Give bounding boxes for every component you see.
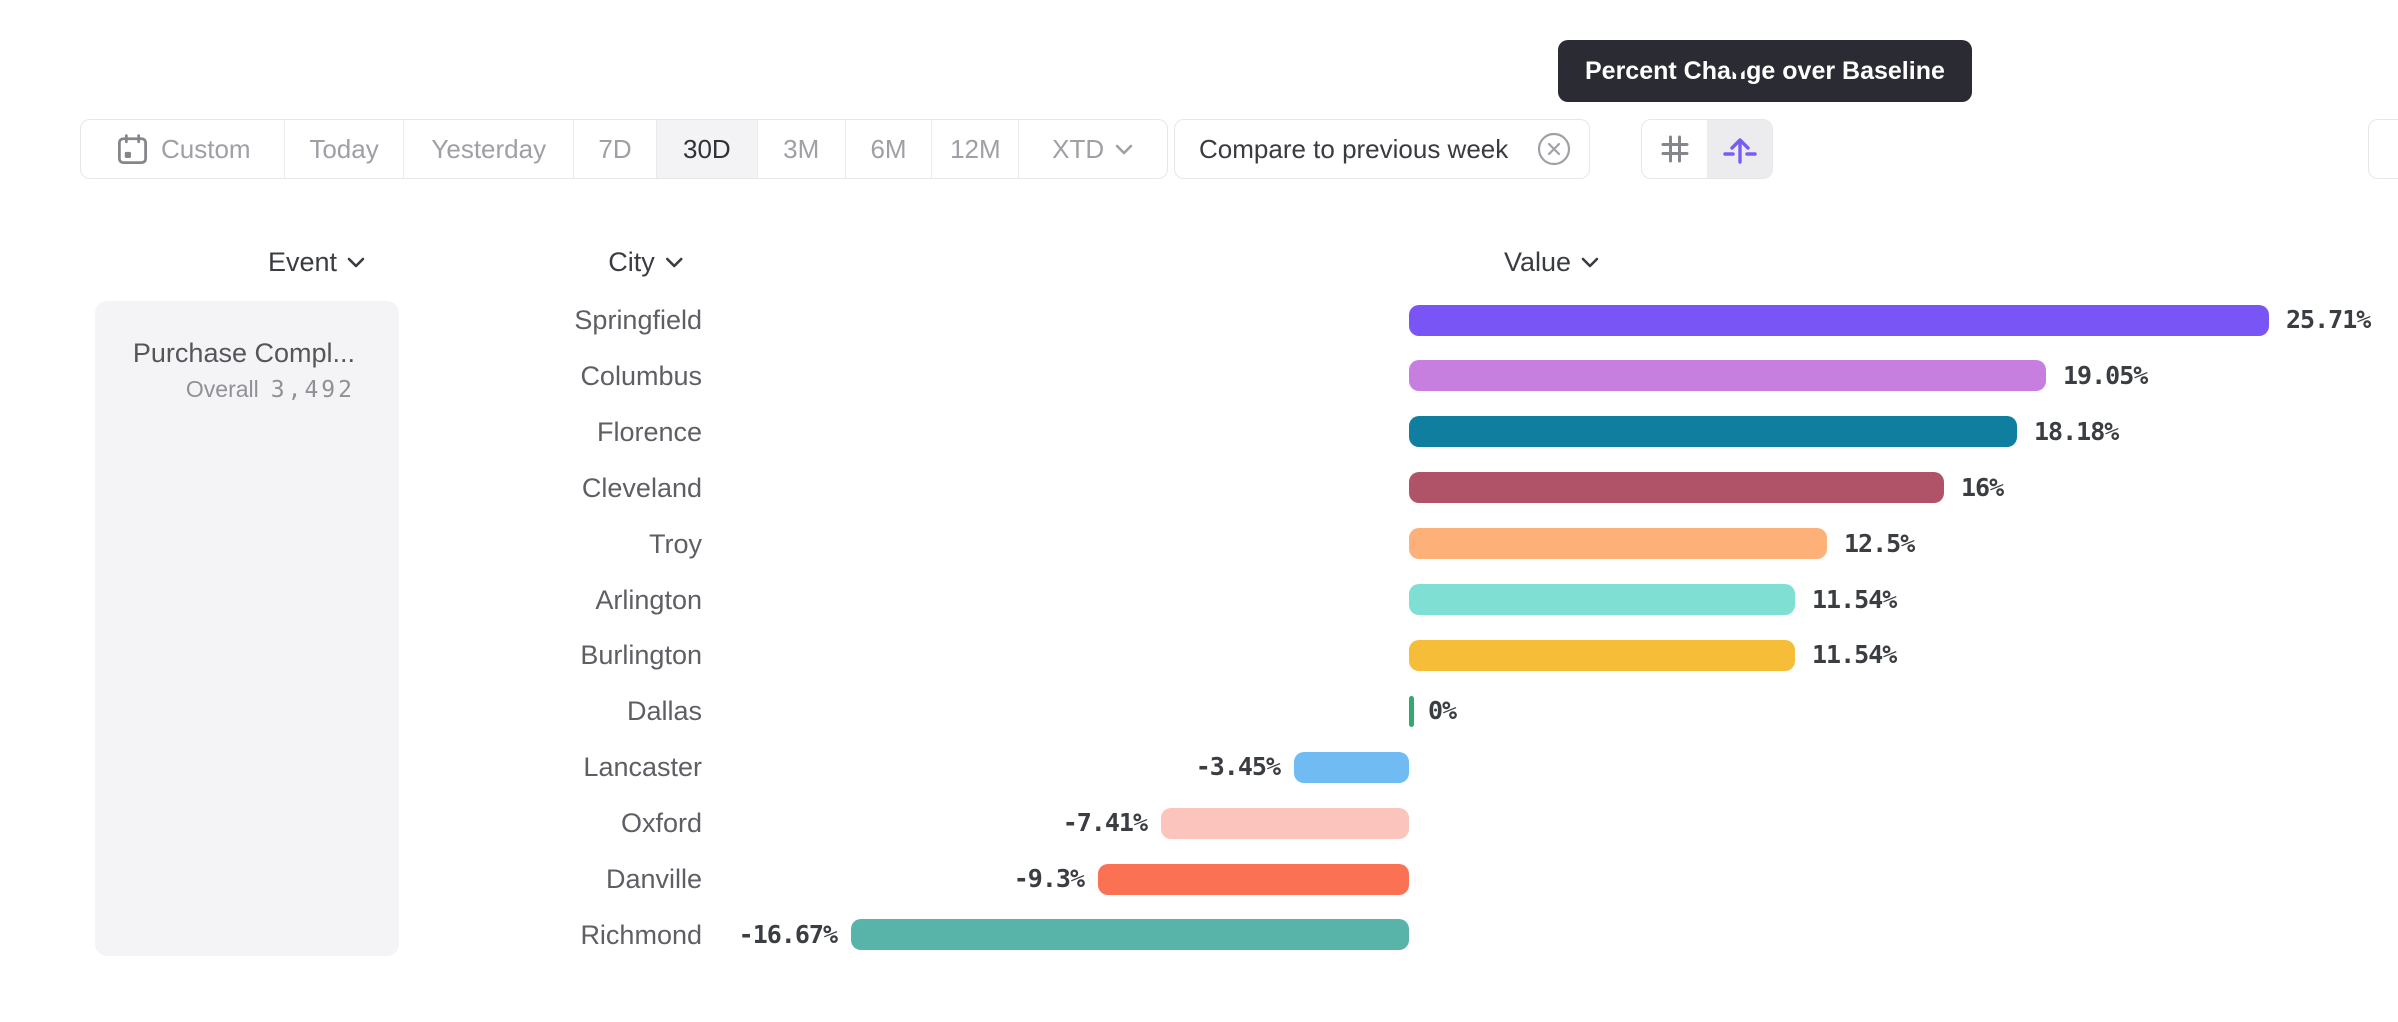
date-range-label: 12M <box>950 133 1001 164</box>
bar-richmond[interactable] <box>851 919 1409 951</box>
date-range-custom[interactable]: Custom <box>81 120 285 178</box>
overall-label: Overall <box>185 376 259 402</box>
date-range-label: 6M <box>870 133 907 164</box>
date-range-30d[interactable]: 30D <box>656 120 758 178</box>
city-label: Danville <box>605 864 702 894</box>
chevron-down-icon <box>1114 143 1134 156</box>
baseline-arrow-toggle[interactable] <box>1707 120 1772 178</box>
bar-value-label: 18.18% <box>2034 416 2119 446</box>
date-range-label: 3M <box>783 133 820 164</box>
bar-value-label: 16% <box>1961 472 2004 502</box>
overall-value: 3,492 <box>270 377 355 403</box>
column-header-event[interactable]: Event <box>268 244 366 280</box>
date-range-12m[interactable]: 12M <box>932 120 1020 178</box>
bar-arlington[interactable] <box>1409 584 1795 615</box>
city-label: Oxford <box>620 808 702 839</box>
city-label: Lancaster <box>583 752 702 783</box>
chevron-down-icon <box>346 256 366 269</box>
date-range-yesterday[interactable]: Yesterday <box>404 120 575 178</box>
date-range-label: Custom <box>161 133 251 164</box>
bar-value-label: 0% <box>1428 696 1457 726</box>
city-label: Springfield <box>574 305 702 335</box>
date-range-7d[interactable]: 7D <box>574 120 657 178</box>
bar-danville[interactable] <box>1098 863 1409 895</box>
city-label: Dallas <box>626 696 702 727</box>
tooltip: Percent Change over Baseline <box>1558 40 1972 102</box>
chevron-down-icon <box>664 256 684 269</box>
column-header-label: Event <box>267 246 338 277</box>
bar-oxford[interactable] <box>1161 807 1409 839</box>
baseline-arrow-icon <box>1721 130 1759 168</box>
bar-value-label: 19.05% <box>2063 360 2148 390</box>
bar-value-label: -7.41% <box>1062 808 1148 838</box>
calendar-icon <box>114 131 151 168</box>
event-panel[interactable]: Purchase Compl... Overall 3,492 <box>95 301 399 956</box>
date-range-label: XTD <box>1052 133 1105 164</box>
bar-cleveland[interactable] <box>1409 472 1944 504</box>
city-label: Cleveland <box>581 472 702 503</box>
bar-value-label: 12.5% <box>1844 528 1915 558</box>
bar-lancaster[interactable] <box>1294 751 1409 783</box>
bar-value-label: 25.71% <box>2286 305 2371 334</box>
close-circle-icon[interactable] <box>1537 132 1571 166</box>
date-range-label: Today <box>309 133 379 164</box>
city-label: Arlington <box>595 584 702 615</box>
event-name: Purchase Compl... <box>132 338 355 368</box>
bar-columbus[interactable] <box>1409 360 2046 392</box>
bar-burlington[interactable] <box>1409 639 1795 671</box>
column-header-label: City <box>608 246 655 277</box>
column-header-city[interactable]: City <box>608 244 684 280</box>
bar-florence[interactable] <box>1409 416 2017 448</box>
date-range-today[interactable]: Today <box>285 120 405 178</box>
date-range-xtd[interactable]: XTD <box>1019 120 1167 178</box>
bar-value-label: -9.3% <box>1013 864 1085 893</box>
zero-baseline-tick[interactable] <box>1409 695 1414 727</box>
date-range-group: Custom Today Yesterday 7D 30D 3M 6M 12M XTD <box>80 119 1168 179</box>
column-header-label: Value <box>1503 246 1572 277</box>
bar-value-label: -3.45% <box>1195 752 1281 782</box>
bar-springfield[interactable] <box>1409 304 2269 336</box>
date-range-label: Yesterday <box>431 133 547 164</box>
bar-value-label: -16.67% <box>738 919 838 949</box>
event-overall: Overall 3,492 <box>95 375 355 404</box>
date-range-6m[interactable]: 6M <box>846 120 933 178</box>
city-label: Troy <box>649 528 702 559</box>
city-label: Florence <box>596 416 702 447</box>
city-label: Richmond <box>580 919 702 950</box>
chart-value-mode-toggle <box>1641 119 1773 179</box>
bar-troy[interactable] <box>1409 528 1827 560</box>
date-range-label: 30D <box>682 133 731 164</box>
date-range-label: 7D <box>598 133 632 164</box>
compare-label: Compare to previous week <box>1199 133 1509 164</box>
city-label: Burlington <box>580 640 702 671</box>
city-label: Columbus <box>580 360 702 391</box>
compare-button[interactable]: Compare to previous week <box>1174 119 1590 179</box>
chevron-down-icon <box>1580 256 1600 269</box>
grid-icon <box>1657 131 1693 167</box>
tooltip-caret <box>1721 61 1755 76</box>
grid-toggle[interactable] <box>1642 120 1707 178</box>
column-header-value[interactable]: Value <box>1504 244 1600 280</box>
bar-value-label: 11.54% <box>1812 584 1897 614</box>
edge-clipped-button[interactable] <box>2368 119 2398 179</box>
date-range-3m[interactable]: 3M <box>758 120 846 178</box>
bar-value-label: 11.54% <box>1812 640 1897 670</box>
